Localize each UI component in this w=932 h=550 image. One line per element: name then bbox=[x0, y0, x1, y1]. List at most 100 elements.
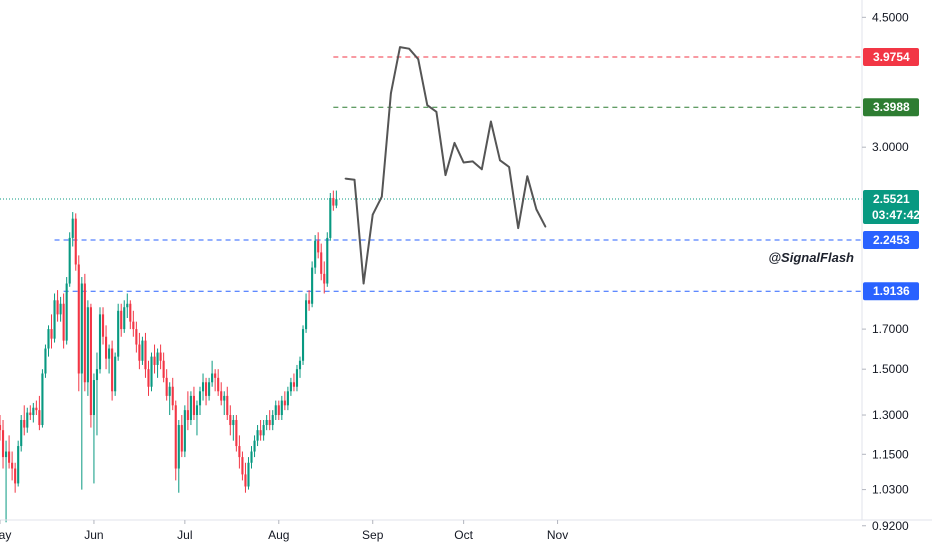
candle-body bbox=[253, 440, 256, 452]
projection-point bbox=[471, 160, 474, 163]
candle bbox=[298, 356, 302, 378]
candle bbox=[74, 213, 77, 271]
candle-body bbox=[250, 451, 253, 463]
candle-body bbox=[235, 419, 238, 447]
candle bbox=[65, 277, 68, 345]
candle-body bbox=[92, 380, 95, 416]
candle bbox=[223, 391, 226, 416]
candle bbox=[71, 212, 74, 247]
candle bbox=[114, 352, 117, 396]
candle-body bbox=[192, 395, 195, 416]
candle bbox=[150, 352, 153, 392]
candle bbox=[177, 419, 180, 493]
projection-point bbox=[417, 58, 419, 60]
candle bbox=[62, 293, 65, 349]
candle-body bbox=[108, 348, 111, 359]
candle-body bbox=[332, 197, 335, 206]
candle bbox=[292, 373, 295, 392]
candle bbox=[295, 364, 299, 392]
candle-body bbox=[105, 336, 108, 359]
candle bbox=[8, 435, 11, 469]
candle-body bbox=[238, 446, 241, 458]
candle bbox=[241, 451, 244, 481]
candle-body bbox=[247, 462, 250, 487]
candle bbox=[186, 391, 189, 431]
last-price-badge: 2.5521 03:47:42 bbox=[863, 189, 920, 224]
level-badge-label: 1.9136 bbox=[873, 284, 910, 298]
level-badge: 2.2453 bbox=[863, 230, 919, 249]
candle bbox=[26, 407, 29, 433]
price-tick-label: 4.5000 bbox=[872, 10, 909, 24]
projection-point bbox=[371, 213, 374, 216]
candle bbox=[98, 307, 102, 374]
candle bbox=[80, 277, 83, 490]
candle-body bbox=[174, 405, 177, 469]
candle bbox=[238, 435, 241, 469]
level-badge-label: 2.2453 bbox=[873, 233, 910, 247]
candle-body bbox=[32, 407, 35, 416]
projection-point bbox=[499, 159, 501, 162]
candle bbox=[59, 296, 62, 322]
candle-body bbox=[44, 348, 47, 374]
candle-body bbox=[50, 329, 53, 339]
candle bbox=[305, 293, 308, 333]
candle bbox=[174, 400, 177, 481]
candle-body bbox=[314, 240, 317, 268]
time-axis[interactable]: May Jun Jul Aug Sep Oct Nov bbox=[0, 520, 568, 542]
level-badge-box bbox=[863, 48, 919, 67]
candle bbox=[329, 193, 332, 241]
candle-body bbox=[129, 303, 132, 322]
candle bbox=[89, 303, 92, 428]
projection-point bbox=[453, 142, 456, 144]
candle bbox=[171, 377, 174, 411]
watermark-label: @SignalFlash bbox=[768, 250, 854, 265]
candle bbox=[77, 255, 80, 392]
candle bbox=[56, 290, 59, 322]
candle bbox=[20, 415, 23, 452]
candle-body bbox=[117, 310, 120, 357]
time-tick-label: Sep bbox=[362, 528, 384, 542]
candle bbox=[23, 405, 26, 436]
candle-body bbox=[35, 407, 38, 411]
candle-body bbox=[201, 382, 205, 392]
candle bbox=[120, 303, 123, 337]
candle-body bbox=[265, 419, 268, 426]
candle-body bbox=[305, 300, 308, 330]
candle-body bbox=[211, 373, 214, 383]
last-price-label: 2.5521 bbox=[873, 192, 910, 206]
candle bbox=[153, 344, 156, 374]
projection-point bbox=[517, 227, 519, 229]
candle-body bbox=[214, 373, 217, 378]
price-axis[interactable]: 4.5000 3.0000 1.7000 1.5000 1.3000 1.1500 1.03… bbox=[862, 10, 909, 533]
candle-body bbox=[165, 377, 168, 396]
level-badge: 3.3988 bbox=[863, 98, 919, 117]
candle-body bbox=[1, 430, 5, 458]
candle-body bbox=[156, 352, 159, 365]
projection-point bbox=[408, 47, 410, 50]
candle bbox=[247, 457, 250, 490]
candle-body bbox=[186, 410, 189, 420]
price-tick-label: 1.5000 bbox=[872, 362, 909, 376]
projection-point bbox=[344, 177, 347, 180]
candle bbox=[232, 415, 235, 441]
candle-body bbox=[47, 329, 50, 349]
candle bbox=[159, 344, 162, 370]
candle bbox=[144, 332, 147, 378]
candle bbox=[320, 243, 323, 281]
candle bbox=[141, 336, 144, 365]
candle-body bbox=[141, 340, 144, 361]
price-tick-label: 0.9200 bbox=[872, 519, 909, 533]
candle bbox=[259, 419, 262, 441]
candle-body bbox=[205, 382, 208, 396]
candle-body bbox=[95, 369, 99, 381]
candle-body bbox=[171, 386, 174, 406]
candle bbox=[323, 261, 326, 294]
candle-body bbox=[80, 283, 83, 374]
projection-line bbox=[344, 46, 547, 285]
candle bbox=[308, 290, 311, 311]
candle bbox=[147, 360, 150, 396]
level-badge-label: 3.3988 bbox=[873, 100, 910, 114]
candle-body bbox=[198, 391, 202, 406]
